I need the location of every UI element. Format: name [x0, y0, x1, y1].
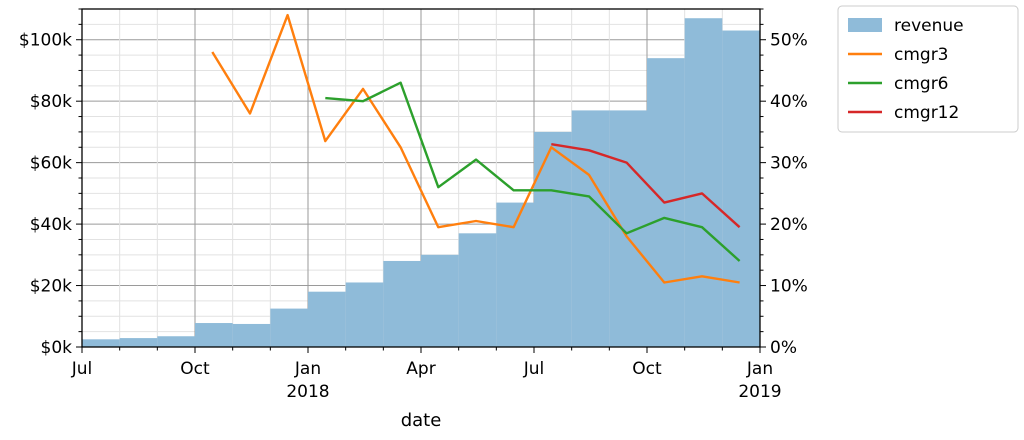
y-left-tick-label: $20k [30, 277, 72, 297]
revenue-bar [458, 233, 497, 347]
revenue-bar [534, 131, 572, 347]
y-right-tick-label: 40% [770, 92, 808, 112]
revenue-bar [270, 308, 308, 347]
x-axis: Jul Oct Jan 2018 Apr Jul Oct Jan 2019 [71, 347, 782, 402]
y-right-tick-label: 20% [770, 215, 808, 235]
legend: revenue cmgr3 cmgr6 cmgr12 [837, 5, 1019, 133]
y-left-tick-label: $0k [41, 338, 73, 358]
revenue-bar [232, 323, 271, 347]
x-tick-label: Oct [180, 359, 210, 379]
legend-label-revenue: revenue [894, 16, 964, 36]
revenue-bar [609, 110, 647, 348]
y-left-tick-label: $40k [30, 215, 72, 235]
y-axis-right: 0% 10% 20% 30% 40% 50% [760, 8, 808, 358]
y-right-tick-label: 50% [770, 31, 808, 51]
series-line-cmgr3 [211, 13, 740, 284]
y-axis-left: $0k $20k $40k $60k $80k $100k [19, 8, 82, 358]
revenue-bar [308, 291, 346, 347]
x-tick-year-label: 2019 [738, 382, 781, 402]
x-tick-label: Jan [294, 359, 321, 379]
revenue-bar [119, 338, 158, 347]
y-right-tick-label: 10% [770, 277, 808, 297]
y-right-tick-label: 0% [770, 338, 797, 358]
y-left-tick-label: $60k [30, 154, 72, 174]
cmgr-lines [211, 13, 741, 284]
legend-swatch-revenue [848, 18, 882, 32]
revenue-bars [82, 18, 760, 348]
y-right-tick-label: 30% [770, 154, 808, 174]
revenue-bar [571, 110, 610, 348]
x-tick-label: Apr [406, 359, 435, 379]
legend-label-cmgr3: cmgr3 [894, 45, 949, 65]
x-tick-label: Oct [632, 359, 662, 379]
x-axis-title: date [401, 410, 442, 431]
series-line-cmgr6 [325, 81, 741, 262]
revenue-bar [722, 30, 760, 347]
revenue-bar [345, 282, 384, 347]
revenue-bar [421, 254, 459, 347]
x-tick-label: Jul [71, 359, 93, 379]
y-left-tick-label: $100k [19, 31, 72, 51]
revenue-bar [383, 260, 421, 347]
revenue-bar [157, 336, 195, 347]
revenue-bar [684, 18, 723, 348]
legend-box [837, 5, 1019, 133]
legend-label-cmgr6: cmgr6 [894, 74, 949, 94]
y-left-tick-label: $80k [30, 92, 72, 112]
x-tick-year-label: 2018 [286, 382, 329, 402]
legend-label-cmgr12: cmgr12 [894, 103, 959, 123]
x-tick-label: Jul [523, 359, 545, 379]
x-tick-label: Jan [746, 359, 773, 379]
revenue-bar [195, 323, 233, 347]
revenue-bar [82, 339, 120, 347]
series-line-cmgr12 [551, 143, 741, 229]
